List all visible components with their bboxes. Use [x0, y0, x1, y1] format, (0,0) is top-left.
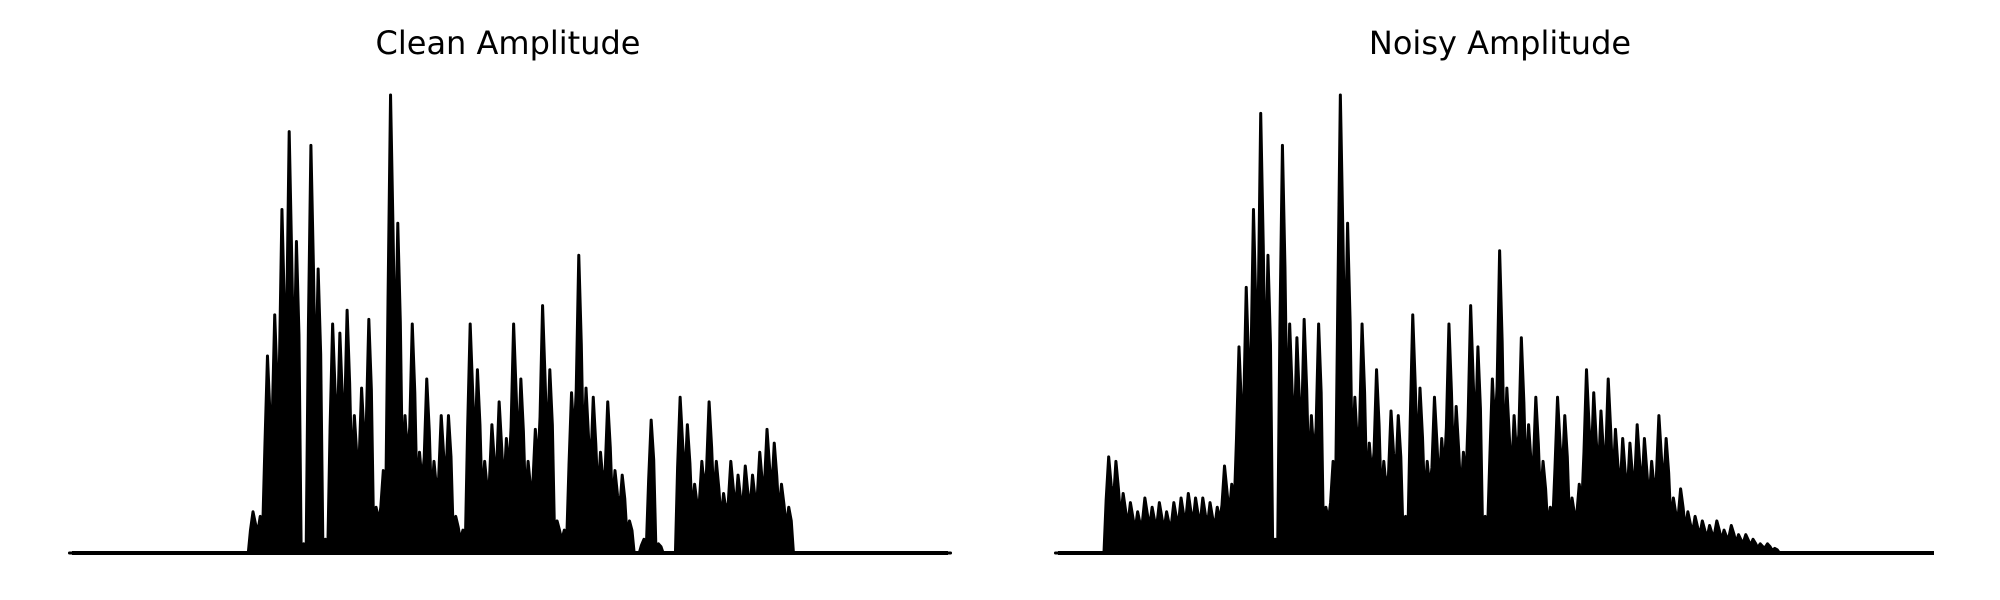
amplitude-area: [67, 93, 953, 555]
chart-clean-amplitude: Clean Amplitude: [67, 24, 953, 555]
noisy-amplitude-plot: [1053, 93, 1934, 555]
chart-title: Clean Amplitude: [375, 24, 641, 62]
amplitude-area: [1053, 93, 1787, 555]
clean-amplitude-plot: [67, 93, 953, 555]
chart-title: Noisy Amplitude: [1368, 24, 1632, 62]
chart-noisy-amplitude: Noisy Amplitude: [1000, 0, 2000, 600]
